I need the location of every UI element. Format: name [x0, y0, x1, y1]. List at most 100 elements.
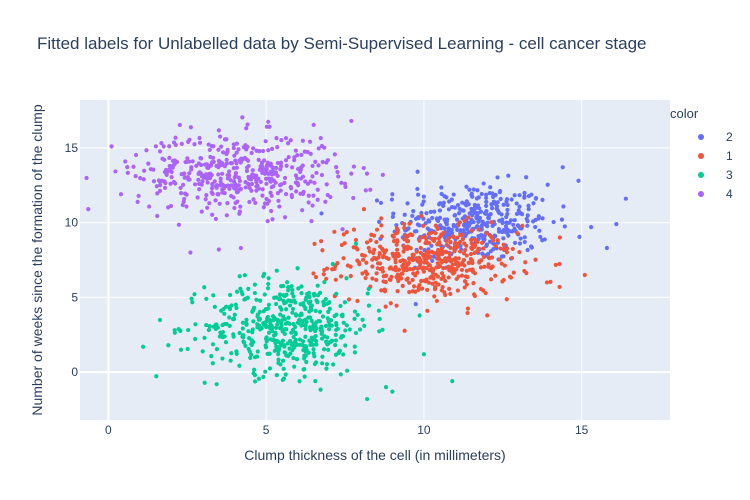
data-point [314, 342, 319, 347]
data-point [402, 212, 407, 217]
data-point [400, 258, 405, 263]
legend-item-4[interactable]: 4 [686, 184, 733, 203]
data-point [351, 227, 357, 232]
data-point [265, 306, 271, 311]
data-point [311, 347, 316, 352]
data-point [548, 279, 553, 284]
data-point [273, 347, 279, 353]
y-tick-label: 5 [71, 290, 78, 304]
data-point [540, 216, 545, 221]
data-point [293, 148, 298, 153]
data-point [265, 160, 270, 165]
data-point [267, 366, 273, 371]
data-point [425, 287, 430, 293]
data-point [380, 327, 385, 332]
data-point [415, 266, 420, 271]
data-point [298, 302, 303, 307]
data-point [496, 209, 501, 214]
data-point [499, 261, 504, 266]
legend-item-3[interactable]: 3 [686, 165, 733, 184]
data-point [184, 159, 189, 164]
data-point [400, 271, 405, 276]
data-point [293, 173, 299, 178]
data-point [210, 342, 216, 347]
data-point [485, 220, 490, 225]
data-point [237, 363, 242, 368]
data-point [421, 352, 427, 357]
data-point [123, 159, 128, 164]
data-point [545, 182, 550, 187]
data-point [423, 254, 428, 260]
data-point [206, 142, 211, 147]
data-point [421, 269, 427, 274]
data-point [252, 175, 257, 180]
data-point [478, 233, 484, 238]
data-point [511, 270, 516, 275]
data-point [166, 343, 171, 348]
data-point [240, 292, 245, 297]
legend-item-1[interactable]: 1 [686, 146, 733, 165]
data-point [420, 202, 425, 207]
data-point [349, 171, 354, 176]
series-1 [311, 207, 587, 333]
data-point [295, 153, 300, 158]
data-point [282, 180, 287, 185]
data-point [318, 135, 323, 141]
data-point [194, 163, 199, 168]
data-point [439, 288, 444, 293]
data-point [234, 141, 240, 146]
data-point [258, 327, 263, 332]
data-point [416, 192, 421, 197]
data-point [340, 227, 345, 232]
data-point [300, 174, 306, 179]
data-point [222, 190, 227, 196]
data-point [433, 284, 438, 290]
data-point [476, 227, 481, 232]
data-point [507, 220, 512, 225]
data-point [227, 306, 233, 312]
data-point [421, 265, 426, 270]
data-point [343, 343, 348, 348]
data-point [314, 170, 319, 176]
data-point [410, 213, 415, 218]
data-point [144, 148, 149, 153]
data-point [247, 185, 252, 191]
data-point [244, 168, 250, 174]
legend-item-2[interactable]: 2 [686, 127, 733, 146]
data-point [468, 251, 474, 257]
x-axis-ticks: 0 5 10 15 [105, 423, 589, 437]
data-point [411, 284, 417, 289]
data-point [312, 361, 318, 367]
data-point [293, 313, 299, 318]
data-point [220, 322, 225, 328]
data-point [216, 162, 222, 167]
data-point [326, 300, 332, 305]
data-point [271, 333, 277, 338]
data-point [336, 351, 341, 356]
data-point [308, 151, 313, 156]
data-point [244, 317, 249, 322]
data-point [472, 250, 477, 255]
data-point [229, 183, 234, 188]
data-point [344, 230, 349, 235]
data-point [377, 316, 382, 322]
data-point [278, 326, 283, 331]
data-point [324, 362, 330, 367]
data-point [234, 150, 239, 155]
data-point [151, 179, 157, 184]
data-point [339, 242, 344, 248]
data-point [202, 285, 207, 290]
data-point [449, 197, 454, 202]
data-point [434, 217, 440, 222]
data-point [289, 165, 295, 170]
data-point [244, 322, 249, 327]
data-point [469, 237, 474, 243]
data-point [451, 234, 456, 239]
data-point [204, 162, 210, 167]
data-point [341, 320, 346, 325]
data-point [484, 243, 489, 249]
data-point [228, 292, 233, 298]
data-point [295, 166, 301, 172]
data-point [562, 224, 567, 229]
